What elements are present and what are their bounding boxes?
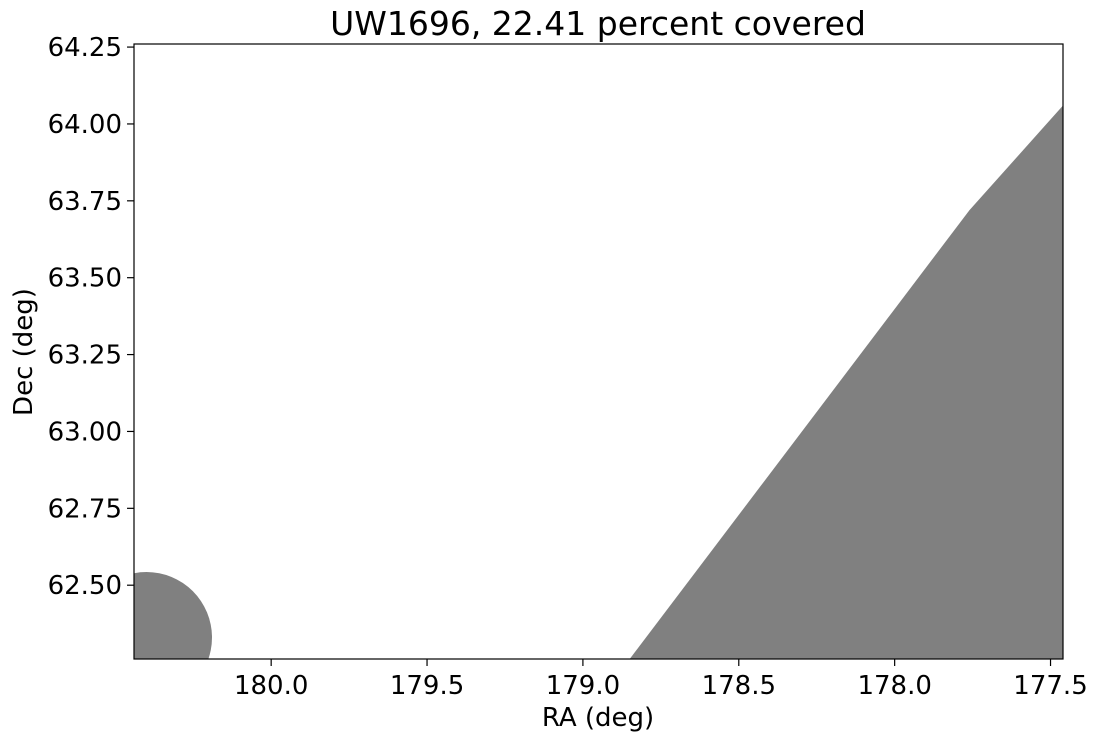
- y-tick-label: 63.75: [48, 187, 122, 217]
- y-tick-label: 64.00: [48, 110, 122, 140]
- x-tick-label: 179.5: [390, 671, 464, 701]
- y-tick-label: 63.00: [48, 417, 122, 447]
- x-tick-label: 180.0: [234, 671, 308, 701]
- x-tick-label: 179.0: [546, 671, 620, 701]
- coverage-regions: [134, 105, 1063, 659]
- x-tick-label: 178.5: [702, 671, 776, 701]
- y-tick-label: 63.50: [48, 264, 122, 294]
- y-tick-label: 62.50: [48, 571, 122, 601]
- y-axis-label: Dec (deg): [9, 288, 39, 416]
- x-axis-label: RA (deg): [542, 703, 654, 733]
- coverage-circle-1: [134, 572, 212, 659]
- x-tick-label: 177.5: [1013, 671, 1087, 701]
- y-tick-label: 64.25: [48, 33, 122, 63]
- y-axis-ticks: 62.50 62.75 63.00 63.25 63.50 63.75 64.00 64.25: [48, 33, 134, 601]
- y-tick-label: 63.25: [48, 341, 122, 371]
- coverage-polygon-0: [629, 105, 1063, 659]
- chart-title: UW1696, 22.41 percent covered: [330, 4, 866, 43]
- x-axis-ticks: 180.0 179.5 179.0 178.5 178.0 177.5: [234, 659, 1088, 701]
- x-tick-label: 178.0: [857, 671, 931, 701]
- y-tick-label: 62.75: [48, 494, 122, 524]
- plot-frame: [133, 43, 1064, 660]
